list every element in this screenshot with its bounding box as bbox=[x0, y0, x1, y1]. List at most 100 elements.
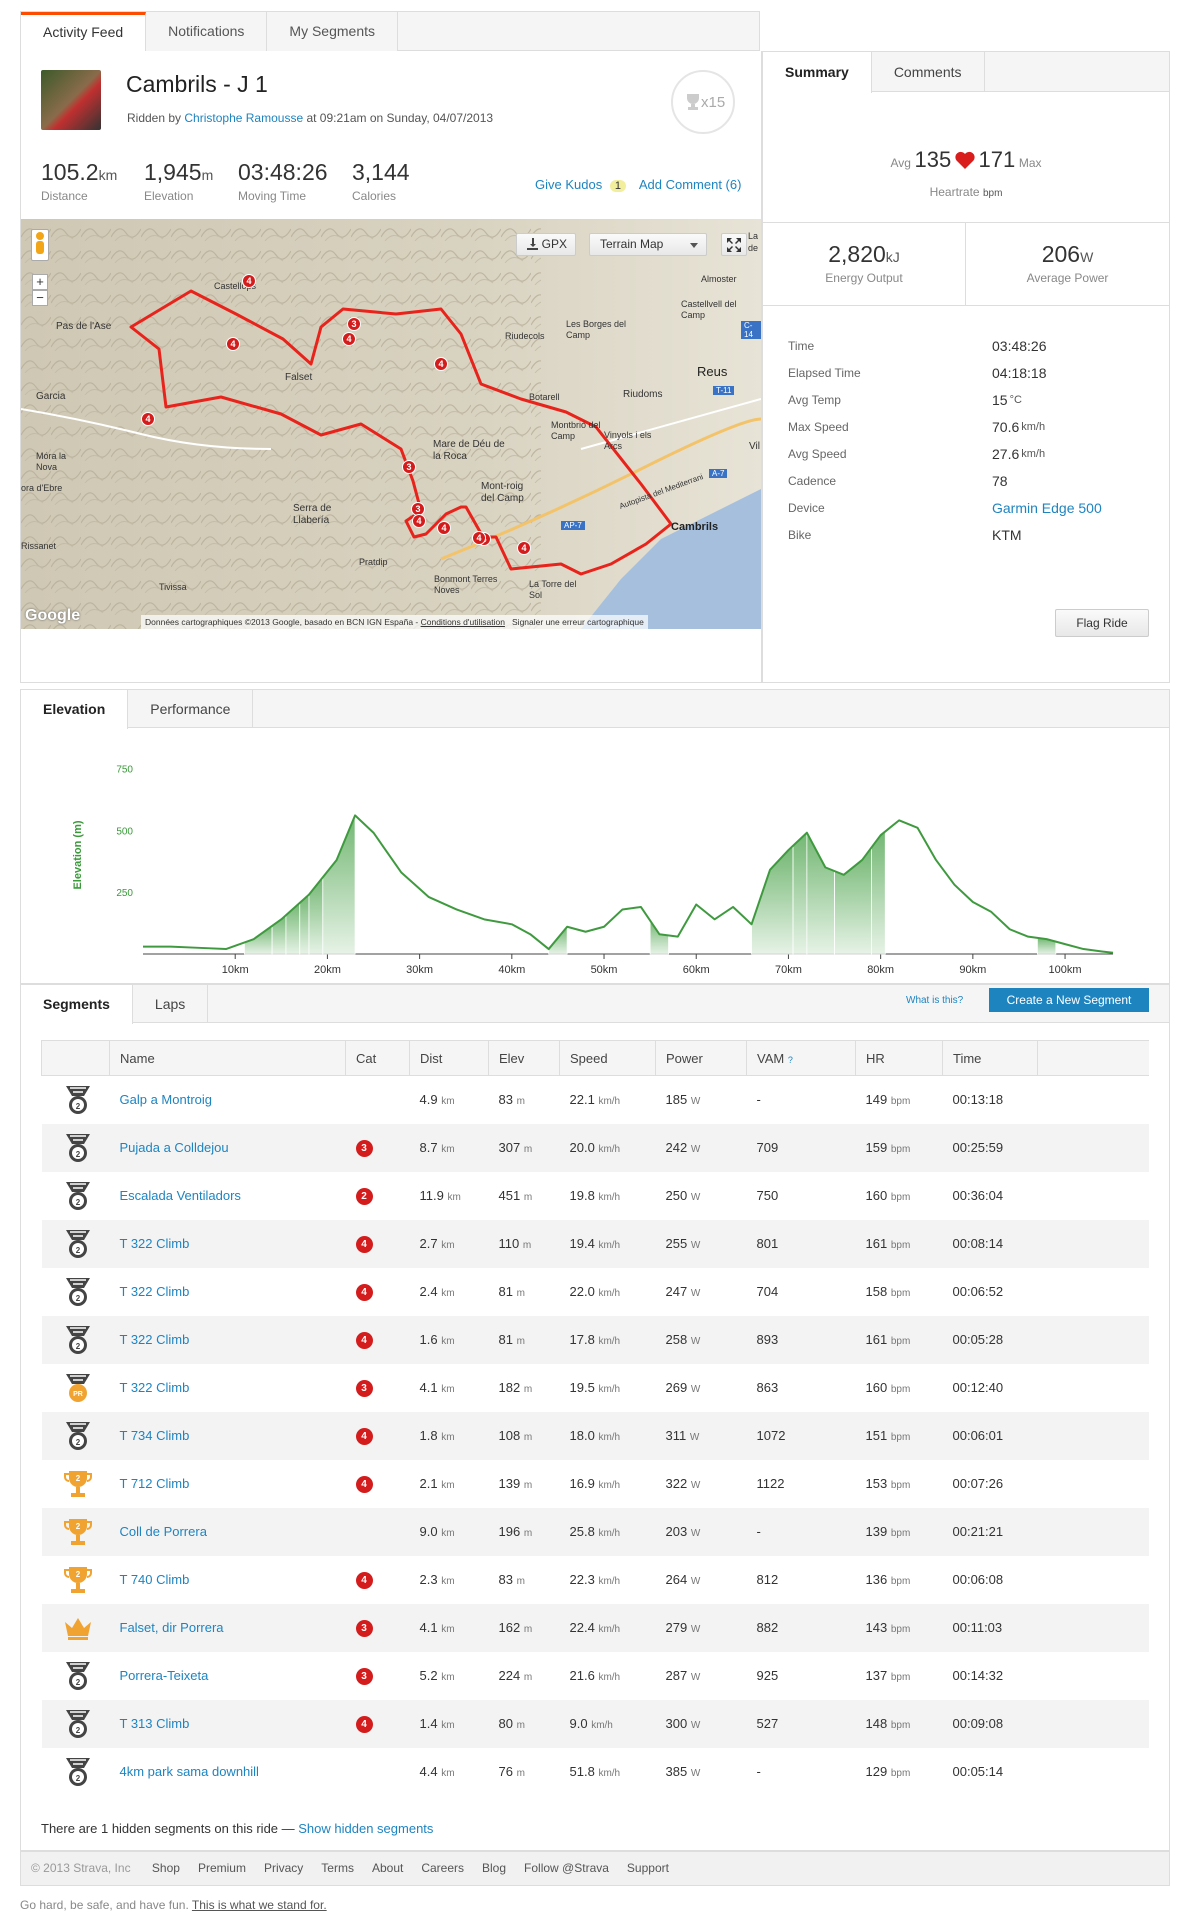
table-row[interactable]: 2 4km park sama downhill 4.4 km 76 m 51.8 km… bbox=[42, 1748, 1150, 1796]
footer-link[interactable]: Careers bbox=[421, 1861, 465, 1875]
detail-value[interactable]: Garmin Edge 500 bbox=[992, 499, 1102, 516]
give-kudos-link[interactable]: Give Kudos bbox=[535, 177, 603, 192]
footer-link[interactable]: Blog bbox=[482, 1861, 507, 1875]
segment-link[interactable]: T 740 Climb bbox=[119, 1572, 190, 1587]
footer-link[interactable]: Shop bbox=[151, 1861, 180, 1875]
table-row[interactable]: PR T 322 Climb 3 4.1 km 182 m 19.5 km/h 269 W 8… bbox=[42, 1364, 1150, 1412]
segment-link[interactable]: T 734 Climb bbox=[119, 1428, 190, 1443]
cat-marker[interactable]: 4 bbox=[517, 541, 531, 555]
road-label: C-14 bbox=[741, 321, 761, 339]
cat-marker[interactable]: 3 bbox=[347, 317, 361, 331]
segment-link[interactable]: Pujada a Colldejou bbox=[119, 1140, 229, 1155]
col-time[interactable]: Time bbox=[942, 1040, 1038, 1076]
street-view-pegman[interactable] bbox=[31, 229, 49, 261]
segment-link[interactable]: Galp a Montroig bbox=[119, 1092, 213, 1108]
silver-medal-icon: 2 bbox=[65, 1085, 90, 1114]
footer-link[interactable]: Premium bbox=[197, 1861, 246, 1875]
spacer-cell bbox=[1038, 1556, 1150, 1604]
footer-link[interactable]: Terms bbox=[321, 1861, 354, 1875]
col-power[interactable]: Power bbox=[655, 1040, 747, 1076]
y-axis-label: Elevation (m) bbox=[72, 820, 84, 889]
power-cell: 185 W bbox=[665, 1092, 701, 1108]
table-row[interactable]: 2 Galp a Montroig 4.9 km 83 m 22.1 km/h 185 W… bbox=[42, 1076, 1150, 1124]
segment-link[interactable]: Escalada Ventiladors bbox=[119, 1188, 241, 1203]
x-tick-label: 100km bbox=[1049, 964, 1082, 976]
cat-marker[interactable]: 3 bbox=[402, 460, 416, 474]
tab-notifications[interactable]: Notifications bbox=[146, 12, 268, 51]
segment-link[interactable]: 4km park sama downhill bbox=[119, 1764, 259, 1779]
flag-ride-button[interactable]: Flag Ride bbox=[1055, 609, 1149, 637]
col-hr[interactable]: HR bbox=[855, 1040, 943, 1076]
detail-row: Bike KTM bbox=[788, 521, 1148, 548]
elev-cell: 139 m bbox=[498, 1476, 533, 1491]
segment-link[interactable]: T 322 Climb bbox=[119, 1284, 190, 1299]
tab-summary[interactable]: Summary bbox=[763, 52, 872, 93]
zoom-out-button[interactable]: − bbox=[32, 290, 48, 306]
map-type-select[interactable]: Terrain Map bbox=[589, 233, 707, 256]
cat-marker[interactable]: 4 bbox=[434, 357, 448, 371]
tab-segments[interactable]: Segments bbox=[21, 985, 133, 1024]
cat-marker[interactable]: 4 bbox=[412, 514, 426, 528]
segment-link[interactable]: Porrera-Teixeta bbox=[119, 1668, 209, 1683]
tab-laps[interactable]: Laps bbox=[133, 985, 209, 1023]
table-row[interactable]: 2 Escalada Ventiladors 2 11.9 km 451 m 19.8 k… bbox=[42, 1172, 1150, 1220]
segment-link[interactable]: T 322 Climb bbox=[119, 1380, 190, 1395]
footer-link[interactable]: About bbox=[371, 1861, 404, 1875]
table-row[interactable]: Falset, dir Porrera 3 4.1 km 162 m 22.4 km/h… bbox=[41, 1603, 1149, 1652]
time-cell: 00:11:03 bbox=[942, 1603, 1038, 1652]
add-comment-link[interactable]: Add Comment (6) bbox=[638, 177, 742, 192]
segment-link[interactable]: Falset, dir Porrera bbox=[119, 1620, 224, 1635]
segment-link[interactable]: T 322 Climb bbox=[119, 1332, 190, 1347]
motto-link[interactable]: This is what we stand for. bbox=[191, 1898, 327, 1912]
footer-link[interactable]: Follow @Strava bbox=[524, 1861, 609, 1875]
terms-link[interactable]: Conditions d'utilisation bbox=[420, 617, 505, 627]
col-name[interactable]: Name bbox=[109, 1040, 346, 1076]
table-row[interactable]: 2 T 712 Climb 4 2.1 km 139 m 16.9 km/h 322 W 11… bbox=[42, 1460, 1150, 1508]
segment-link[interactable]: T 322 Climb bbox=[119, 1236, 190, 1251]
cat-marker[interactable]: 4 bbox=[437, 521, 451, 535]
table-row[interactable]: 2 T 322 Climb 4 2.4 km 81 m 22.0 km/h 247 W 704… bbox=[42, 1268, 1150, 1316]
segment-link[interactable]: T 712 Climb bbox=[119, 1476, 190, 1491]
segment-link[interactable]: Coll de Porrera bbox=[119, 1524, 207, 1539]
table-row[interactable]: 2 Pujada a Colldejou 3 8.7 km 307 m 20.0 km/h… bbox=[41, 1123, 1149, 1172]
cat-marker[interactable]: 4 bbox=[226, 337, 240, 351]
cat-marker[interactable]: 4 bbox=[141, 412, 155, 426]
cat-marker[interactable]: 4 bbox=[242, 274, 256, 288]
fullscreen-button[interactable] bbox=[721, 233, 747, 256]
cat-marker[interactable]: 4 bbox=[472, 531, 486, 545]
col-dist[interactable]: Dist bbox=[409, 1040, 489, 1076]
table-row[interactable]: 2 T 740 Climb 4 2.3 km 83 m 22.3 km/h 264 W 812… bbox=[42, 1556, 1150, 1604]
tab-elevation[interactable]: Elevation bbox=[21, 690, 129, 729]
medal-cell: 2 bbox=[42, 1172, 110, 1220]
tab-my-segments[interactable]: My Segments bbox=[267, 12, 398, 51]
segment-link[interactable]: T 313 Climb bbox=[119, 1716, 190, 1731]
what-is-this-link[interactable]: What is this? bbox=[906, 995, 964, 1006]
col-cat[interactable]: Cat bbox=[345, 1040, 410, 1076]
table-row[interactable]: 2 T 313 Climb 4 1.4 km 80 m 9.0 km/h 300 W 527 1… bbox=[41, 1699, 1149, 1748]
table-row[interactable]: 2 Coll de Porrera 9.0 km 196 m 25.8 km/h 203 … bbox=[41, 1507, 1149, 1556]
elevation-chart[interactable]: 250 500 750 10km 20km 30km 40km 50km 60km 70km 80k… bbox=[21, 728, 1169, 983]
dist-cell: 1.4 km bbox=[409, 1699, 489, 1748]
col-speed[interactable]: Speed bbox=[559, 1040, 656, 1076]
footer-link[interactable]: Support bbox=[626, 1861, 669, 1875]
table-row[interactable]: 2 Porrera-Teixeta 3 5.2 km 224 m 21.6 km/h 287… bbox=[42, 1652, 1150, 1700]
tab-comments[interactable]: Comments bbox=[872, 52, 985, 92]
gpx-button[interactable]: GPX bbox=[516, 233, 576, 256]
show-hidden-link[interactable]: Show hidden segments bbox=[298, 1821, 434, 1836]
table-row[interactable]: 2 T 322 Climb 4 2.7 km 110 m 19.4 km/h 255 W 80… bbox=[41, 1219, 1149, 1268]
tab-performance[interactable]: Performance bbox=[128, 690, 254, 728]
avatar[interactable] bbox=[41, 70, 101, 130]
cat-marker[interactable]: 4 bbox=[342, 332, 356, 346]
col-elev[interactable]: Elev bbox=[488, 1040, 560, 1076]
achievement-badge[interactable]: x15 bbox=[671, 70, 735, 134]
tab-activity-feed[interactable]: Activity Feed bbox=[21, 12, 147, 51]
zoom-in-button[interactable]: + bbox=[32, 274, 48, 290]
report-link[interactable]: Signaler une erreur cartographique bbox=[512, 617, 644, 627]
col-vam[interactable]: VAM ? bbox=[746, 1040, 856, 1076]
table-row[interactable]: 2 T 322 Climb 4 1.6 km 81 m 17.8 km/h 258 W 893… bbox=[41, 1315, 1149, 1364]
map[interactable]: Castellops Pas de l'Ase Falset Garcia Mó… bbox=[21, 219, 761, 629]
athlete-link[interactable]: Christophe Ramousse bbox=[184, 111, 304, 125]
create-segment-button[interactable]: Create a New Segment bbox=[989, 988, 1149, 1012]
table-row[interactable]: 2 T 734 Climb 4 1.8 km 108 m 18.0 km/h 311 W 10… bbox=[41, 1411, 1149, 1460]
footer-link[interactable]: Privacy bbox=[263, 1861, 304, 1875]
